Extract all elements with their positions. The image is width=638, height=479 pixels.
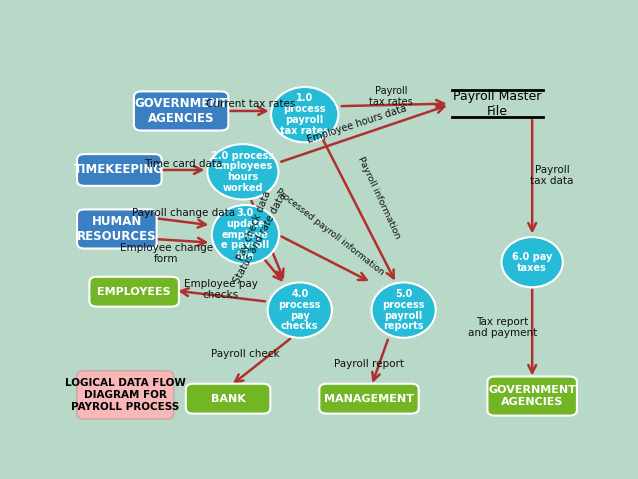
Text: Payroll
tax data: Payroll tax data — [530, 165, 574, 186]
Text: Time card data: Time card data — [144, 159, 223, 169]
Text: MANAGEMENT: MANAGEMENT — [324, 394, 414, 404]
Ellipse shape — [501, 237, 563, 287]
Ellipse shape — [271, 87, 338, 142]
Text: 4.0
process
pay
checks: 4.0 process pay checks — [279, 289, 321, 331]
Text: Payroll check: Payroll check — [211, 349, 279, 359]
Ellipse shape — [212, 205, 279, 264]
Text: 3.0
update
employe
e payroll
file: 3.0 update employe e payroll file — [221, 208, 269, 261]
Text: Payroll Master
File: Payroll Master File — [454, 90, 542, 117]
Text: Processed payroll information: Processed payroll information — [274, 187, 385, 276]
Text: Pay check data: Pay check data — [236, 189, 273, 262]
FancyBboxPatch shape — [77, 209, 157, 249]
Ellipse shape — [268, 283, 332, 338]
Text: 5.0
process
payroll
reports: 5.0 process payroll reports — [382, 289, 425, 331]
Text: BANK: BANK — [211, 394, 246, 404]
Text: HUMAN
RESOURCES: HUMAN RESOURCES — [77, 215, 157, 243]
Text: TIMEKEEPING: TIMEKEEPING — [74, 163, 165, 176]
Text: LOGICAL DATA FLOW
DIAGRAM FOR
PAYROLL PROCESS: LOGICAL DATA FLOW DIAGRAM FOR PAYROLL PR… — [65, 378, 186, 411]
Text: EMPLOYEES: EMPLOYEES — [98, 287, 171, 297]
FancyBboxPatch shape — [186, 384, 271, 413]
Text: Employee pay
checks: Employee pay checks — [184, 279, 258, 299]
FancyBboxPatch shape — [89, 277, 179, 307]
FancyBboxPatch shape — [487, 376, 577, 416]
Text: 1.0
process
payroll
tax rates: 1.0 process payroll tax rates — [280, 93, 329, 136]
Text: 2.0 process
employees
hours
worked: 2.0 process employees hours worked — [211, 150, 274, 193]
Text: Current tax rates: Current tax rates — [205, 99, 295, 109]
Ellipse shape — [207, 144, 279, 199]
Text: Payroll change data: Payroll change data — [132, 208, 235, 218]
FancyBboxPatch shape — [319, 384, 419, 413]
Text: 6.0 pay
taxes: 6.0 pay taxes — [512, 252, 553, 273]
FancyBboxPatch shape — [77, 371, 174, 419]
Text: Employee hours data: Employee hours data — [306, 103, 408, 145]
Text: Status and rate data: Status and rate data — [232, 191, 288, 285]
Text: Payroll information: Payroll information — [356, 155, 402, 240]
Text: GOVERNMENT
AGENCIES: GOVERNMENT AGENCIES — [488, 385, 576, 407]
FancyBboxPatch shape — [77, 154, 161, 186]
Ellipse shape — [371, 283, 436, 338]
Text: Employee change
form: Employee change form — [120, 243, 213, 264]
Text: Payroll report: Payroll report — [334, 359, 404, 369]
FancyBboxPatch shape — [134, 91, 228, 130]
Text: Payroll
tax rates: Payroll tax rates — [369, 86, 413, 107]
Text: Tax report
and payment: Tax report and payment — [468, 317, 537, 338]
Text: GOVERNMENT
AGENCIES: GOVERNMENT AGENCIES — [135, 97, 228, 125]
